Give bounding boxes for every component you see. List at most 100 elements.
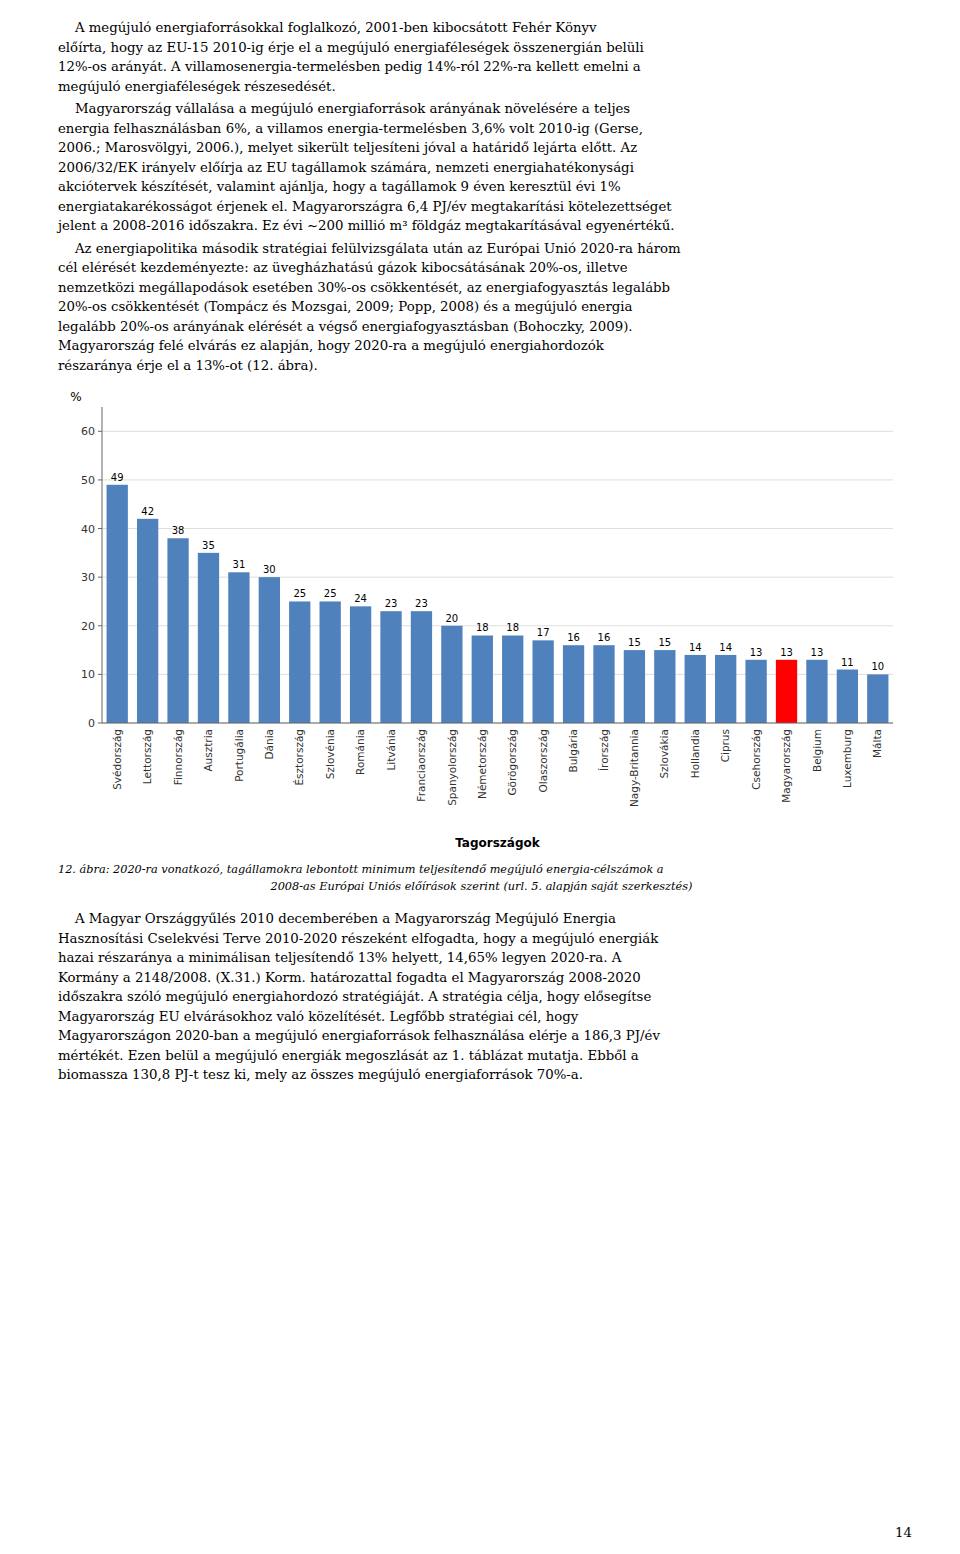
data-label: 10	[871, 661, 884, 672]
text-line: Az energiapolitika második stratégiai fe…	[58, 239, 918, 259]
paragraph: A Magyar Országgyűlés 2010 decemberében …	[58, 909, 918, 1085]
y-axis-label: %	[70, 390, 81, 404]
text-line: A megújuló energiaforrásokkal foglalkozó…	[58, 18, 918, 38]
x-tick-label: Dánia	[263, 729, 275, 760]
bar	[654, 650, 675, 723]
x-tick-label: Magyarország	[780, 729, 792, 803]
bar	[685, 655, 706, 723]
text-line: megújuló energiaféleségek részesedését.	[58, 77, 918, 97]
x-axis	[102, 723, 893, 724]
y-tick	[98, 674, 102, 675]
bar	[593, 645, 614, 723]
text-line: 20%-os csökkentését (Tompácz és Mozsgai,…	[58, 297, 918, 317]
data-label: 13	[780, 647, 793, 658]
y-axis	[102, 407, 103, 723]
x-tick-label: Szlovénia	[324, 729, 336, 779]
bar	[776, 660, 797, 723]
bar	[715, 655, 736, 723]
bar	[259, 577, 280, 723]
page: A megújuló energiaforrásokkal foglalkozó…	[58, 18, 918, 1088]
bars	[107, 485, 889, 723]
y-tick-label: 60	[81, 425, 95, 438]
x-tick-label: Szlovákia	[659, 729, 671, 779]
text-line: legalább 20%-os arányának elérését a vég…	[58, 317, 918, 337]
y-tick	[98, 528, 102, 529]
bar	[624, 650, 645, 723]
data-label: 18	[506, 622, 519, 633]
bar	[107, 485, 128, 723]
bar	[350, 606, 371, 723]
bar	[806, 660, 827, 723]
data-label: 11	[841, 657, 854, 668]
x-tick-label: Észtország	[293, 729, 305, 786]
text-line: időszakra szóló megújuló energiahordozó …	[58, 987, 918, 1007]
x-tick-label: Bulgária	[567, 729, 579, 773]
x-tick-label: Nagy-Britannia	[628, 729, 640, 807]
grid-line	[102, 625, 893, 626]
page-number: 14	[895, 1525, 912, 1540]
data-label: 16	[598, 632, 611, 643]
text-line: cél elérését kezdeményezte: az üvegházha…	[58, 258, 918, 278]
x-tick-label: Ciprus	[719, 729, 731, 762]
text-line: nemzetközi megállapodások esetében 30%-o…	[58, 278, 918, 298]
bar	[228, 572, 249, 723]
text-line: Hasznosítási Cselekvési Terve 2010-2020 …	[58, 929, 918, 949]
x-tick-label: Írország	[598, 729, 610, 771]
x-axis-label: Tagországok	[455, 836, 541, 850]
data-label: 13	[750, 647, 763, 658]
data-label: 14	[719, 642, 732, 653]
data-label: 15	[628, 637, 641, 648]
text-line: Kormány a 2148/2008. (X.31.) Korm. határ…	[58, 968, 918, 988]
text-line: 12%-os arányát. A villamosenergia-termel…	[58, 57, 918, 77]
chart: 0102030405060494238353130252524232320181…	[58, 385, 905, 855]
bar	[837, 670, 858, 723]
data-label: 20	[445, 613, 458, 624]
grid-line	[102, 577, 893, 578]
text-line: biomassza 130,8 PJ-t tesz ki, mely az ös…	[58, 1065, 918, 1085]
x-tick-label: Svédország	[111, 729, 123, 790]
paragraph: A megújuló energiaforrásokkal foglalkozó…	[58, 18, 918, 96]
text-line: hazai részaránya a minimálisan teljesíte…	[58, 948, 918, 968]
y-tick-label: 40	[81, 523, 95, 536]
y-tick	[98, 625, 102, 626]
grid-line	[102, 528, 893, 529]
x-tick-label: Finnország	[172, 729, 184, 785]
text-line: 2006.; Marosvölgyi, 2006.), melyet siker…	[58, 138, 918, 158]
caption: 2008-as Európai Uniós előírások szerint …	[58, 878, 905, 895]
x-tick-label: Németország	[476, 729, 488, 799]
caption: 12. ábra: 2020-ra vonatkozó, tagállamokr…	[58, 861, 918, 878]
text-line: 2006/32/EK irányelv előírja az EU tagáll…	[58, 158, 918, 178]
bar	[137, 519, 158, 723]
data-label: 14	[689, 642, 702, 653]
x-tick-label: Olaszország	[537, 729, 549, 792]
data-label: 42	[141, 506, 154, 517]
data-label: 35	[202, 540, 215, 551]
text-line: Magyarország felé elvárás ez alapján, ho…	[58, 336, 918, 356]
text-line: Magyarország vállalása a megújuló energi…	[58, 99, 918, 119]
data-label: 13	[811, 647, 824, 658]
data-label: 31	[233, 559, 246, 570]
x-tick-label: Lettország	[141, 729, 153, 784]
text-line: részaránya érje el a 13%-ot (12. ábra).	[58, 356, 918, 376]
y-tick-label: 10	[81, 668, 95, 681]
data-label: 38	[172, 525, 185, 536]
bar	[441, 626, 462, 723]
data-label: 30	[263, 564, 276, 575]
data-label: 17	[537, 627, 550, 638]
data-label: 25	[324, 588, 337, 599]
grid-line	[102, 479, 893, 480]
x-tick-label: Spanyolország	[446, 729, 458, 806]
bar	[411, 611, 432, 723]
x-tick-label: Görögország	[506, 729, 518, 796]
text-line: energiatakarékosságot érjenek el. Magyar…	[58, 197, 918, 217]
text-line: A Magyar Országgyűlés 2010 decemberében …	[58, 909, 918, 929]
x-tick-label: Luxemburg	[841, 729, 853, 788]
y-tick-label: 50	[81, 474, 95, 487]
data-label: 15	[658, 637, 671, 648]
y-tick	[98, 577, 102, 578]
y-tick-label: 0	[88, 717, 95, 730]
y-tick	[98, 479, 102, 480]
grid-line	[102, 674, 893, 675]
x-tick-label: Románia	[354, 729, 366, 775]
x-tick-label: Belgium	[811, 729, 823, 772]
